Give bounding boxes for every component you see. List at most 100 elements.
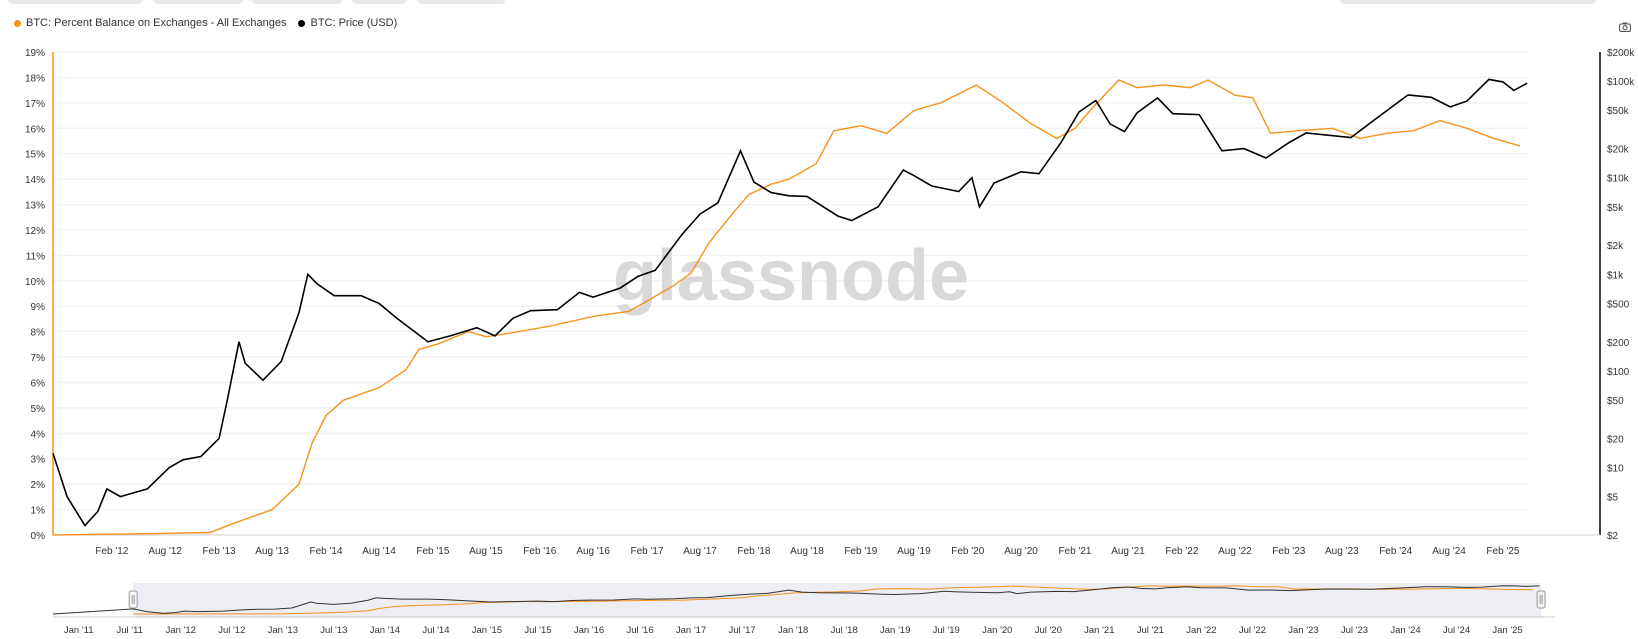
x-tick-label: Aug '24	[1432, 546, 1466, 557]
y-left-tick-label: 7%	[31, 353, 46, 364]
y-left-tick-label: 3%	[31, 455, 46, 466]
y-right-tick-label: $5k	[1607, 203, 1624, 214]
x-tick-label: Aug '13	[255, 546, 289, 557]
chart-legend: BTC: Percent Balance on Exchanges - All …	[14, 17, 397, 29]
y-left-tick-label: 17%	[25, 99, 45, 110]
y-left-tick-label: 16%	[25, 124, 45, 135]
y-left-tick-label: 13%	[25, 201, 45, 212]
navigator-tick-label: Jul '23	[1341, 625, 1368, 636]
y-right-tick-label: $200	[1607, 338, 1630, 349]
y-left-tick-label: 15%	[25, 150, 45, 161]
y-left-tick-label: 6%	[31, 378, 46, 389]
x-tick-label: Aug '22	[1218, 546, 1252, 557]
y-right-tick-label: $50	[1607, 396, 1624, 407]
series-line-price	[52, 78, 1528, 527]
navigator-tick-label: Jan '17	[676, 625, 706, 636]
y-right-tick-label: $2	[1607, 531, 1619, 542]
toolbar-tab[interactable]	[417, 0, 505, 4]
x-tick-label: Aug '21	[1111, 546, 1145, 557]
y-left-tick-label: 10%	[25, 277, 45, 288]
y-right-tick-label: $100	[1607, 367, 1630, 378]
x-tick-label: Feb '24	[1379, 546, 1412, 557]
navigator[interactable]: Jan '11 Jul '11 Jan '12 Jul '12 Jan '13 Jul '…	[52, 583, 1555, 636]
navigator-tick-label: Jul '15	[524, 625, 551, 636]
top-toolbar	[0, 0, 1638, 6]
y-left-tick-label: 4%	[31, 429, 46, 440]
navigator-tick-label: Jan '16	[574, 625, 604, 636]
navigator-tick-label: Jul '16	[626, 625, 653, 636]
y-right-tick-label: $10	[1607, 463, 1624, 474]
y-axis-right: $2 $5 $10 $20 $50 $100 $200 $500 $1k $2k $5k $10k $2…	[1599, 48, 1635, 542]
legend-item-price[interactable]: BTC: Price (USD)	[298, 17, 397, 29]
y-left-tick-label: 12%	[25, 226, 45, 237]
x-tick-label: Feb '20	[951, 546, 984, 557]
navigator-tick-label: Jul '13	[320, 625, 347, 636]
legend-dot-price	[298, 19, 306, 27]
y-right-tick-label: $200k	[1607, 48, 1635, 59]
navigator-tick-label: Jan '19	[880, 625, 910, 636]
x-tick-label: Feb '21	[1058, 546, 1091, 557]
x-tick-label: Aug '15	[469, 546, 503, 557]
toolbar-search[interactable]	[1340, 0, 1596, 4]
x-tick-label: Aug '14	[362, 546, 396, 557]
navigator-tick-label: Jan '20	[982, 625, 1012, 636]
navigator-tick-label: Jan '25	[1492, 625, 1522, 636]
watermark: glassnode	[613, 236, 969, 316]
y-left-tick-label: 19%	[25, 48, 45, 59]
navigator-handle-left-icon[interactable]	[128, 590, 138, 609]
y-right-tick-label: $100k	[1607, 77, 1635, 88]
x-tick-label: Feb '25	[1486, 546, 1519, 557]
x-tick-label: Feb '23	[1272, 546, 1305, 557]
y-left-tick-label: 0%	[31, 531, 46, 542]
toolbar-tab[interactable]	[352, 0, 407, 4]
x-tick-label: Feb '16	[523, 546, 556, 557]
y-left-tick-label: 8%	[31, 328, 46, 339]
y-right-tick-label: $5	[1607, 493, 1619, 504]
navigator-tick-label: Jul '24	[1443, 625, 1470, 636]
x-tick-label: Feb '18	[737, 546, 770, 557]
navigator-handle-right-icon[interactable]	[1536, 590, 1546, 609]
y-right-tick-label: $10k	[1607, 174, 1630, 185]
toolbar-tab[interactable]	[252, 0, 342, 4]
navigator-tick-label: Jan '12	[166, 625, 196, 636]
navigator-tick-label: Jan '18	[778, 625, 808, 636]
navigator-series-balance	[133, 585, 1533, 615]
legend-item-balance[interactable]: BTC: Percent Balance on Exchanges - All …	[14, 17, 286, 29]
navigator-tick-label: Jul '22	[1239, 625, 1266, 636]
legend-label-price: BTC: Price (USD)	[310, 17, 398, 29]
navigator-tick-label: Jan '13	[268, 625, 298, 636]
navigator-tick-label: Jul '18	[831, 625, 858, 636]
toolbar-tab[interactable]	[8, 0, 143, 4]
y-right-tick-label: $1k	[1607, 270, 1624, 281]
series-line-balance	[52, 79, 1521, 536]
y-right-tick-label: $20k	[1607, 145, 1630, 156]
y-left-tick-label: 1%	[31, 506, 46, 517]
toolbar-tab[interactable]	[153, 0, 243, 4]
y-left-tick-label: 11%	[26, 251, 45, 262]
x-tick-label: Feb '15	[416, 546, 449, 557]
x-tick-label: Aug '18	[790, 546, 824, 557]
y-left-tick-label: 2%	[31, 480, 46, 491]
x-axis: Feb '12 Aug '12 Feb '13 Aug '13 Feb '14 Aug '…	[53, 534, 1600, 557]
x-tick-label: Aug '12	[148, 546, 182, 557]
y-left-tick-label: 14%	[25, 175, 45, 186]
x-tick-label: Aug '20	[1004, 546, 1038, 557]
x-tick-label: Feb '13	[203, 546, 236, 557]
x-tick-label: Aug '23	[1325, 546, 1359, 557]
legend-dot-balance	[14, 19, 21, 27]
navigator-tick-label: Jul '20	[1035, 625, 1062, 636]
navigator-series-price	[52, 585, 1540, 615]
navigator-tick-label: Jul '19	[933, 625, 960, 636]
navigator-tick-label: Jan '23	[1288, 625, 1318, 636]
y-left-tick-label: 5%	[31, 404, 46, 415]
x-tick-label: Feb '19	[844, 546, 877, 557]
y-left-tick-label: 18%	[25, 73, 45, 84]
y-right-tick-label: $500	[1607, 299, 1630, 310]
y-right-tick-label: $50k	[1607, 106, 1630, 117]
y-axis-left: 0% 1% 2% 3% 4% 5% 6% 7% 8% 9% 10% 11% 12% 13% 14% 15% 16…	[25, 48, 54, 542]
camera-icon[interactable]	[1619, 22, 1631, 32]
y-left-tick-label: 9%	[31, 302, 46, 313]
navigator-tick-label: Jul '14	[422, 625, 449, 636]
x-tick-label: Aug '17	[683, 546, 717, 557]
